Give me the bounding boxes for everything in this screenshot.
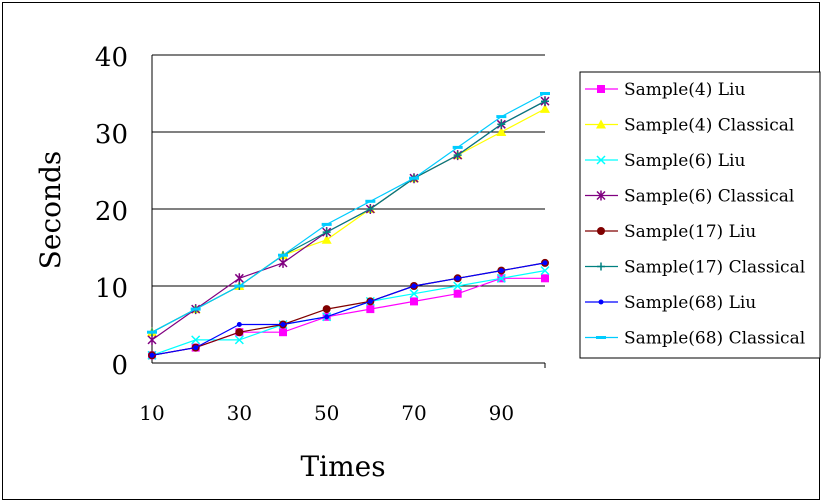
- x-tick-label: 90: [489, 401, 514, 425]
- data-point: [366, 305, 375, 314]
- series-line-6: [151, 262, 546, 356]
- data-point: [147, 334, 157, 345]
- x-tick-label: 30: [227, 401, 252, 425]
- legend-box: [579, 71, 821, 359]
- legend-marker: [597, 85, 605, 93]
- data-point: [234, 284, 245, 288]
- data-point: [453, 289, 462, 298]
- data-point: [234, 273, 244, 284]
- x-axis-title: Times: [300, 450, 385, 483]
- legend-marker: [597, 262, 605, 271]
- data-point: [411, 283, 417, 289]
- x-tick-label: 10: [139, 401, 164, 425]
- y-tick-label: 40: [95, 43, 128, 73]
- y-tick-label: 20: [95, 197, 128, 227]
- legend-label: Sample(6) Liu: [624, 151, 745, 171]
- data-point: [455, 275, 461, 281]
- legend-marker: [596, 336, 606, 339]
- series-line-5: [151, 100, 546, 333]
- legend-marker: [596, 119, 606, 129]
- data-point: [280, 322, 286, 327]
- data-point: [147, 330, 157, 334]
- data-point: [324, 314, 330, 320]
- data-point: [496, 127, 507, 136]
- legend-label: Sample(4) Classical: [624, 116, 794, 136]
- y-tick-label: 30: [95, 120, 128, 150]
- data-point: [367, 298, 373, 304]
- y-axis-title: Seconds: [34, 151, 67, 270]
- data-point: [322, 228, 331, 237]
- data-point: [235, 328, 244, 337]
- data-point: [234, 335, 244, 345]
- legend-label: Sample(68) Liu: [624, 293, 756, 313]
- data-point: [236, 322, 242, 327]
- data-point: [498, 268, 504, 274]
- legend-label: Sample(6) Classical: [624, 187, 794, 207]
- y-tick-label: 0: [111, 351, 128, 381]
- data-point: [540, 92, 550, 95]
- data-point: [496, 273, 506, 283]
- data-point: [321, 222, 332, 226]
- data-point: [190, 307, 201, 311]
- data-point: [193, 345, 199, 351]
- data-point: [410, 297, 418, 306]
- data-point: [149, 352, 155, 358]
- x-tick-label: 50: [314, 401, 339, 425]
- data-point: [453, 281, 463, 291]
- data-point: [278, 253, 288, 257]
- data-point: [409, 176, 419, 180]
- data-point: [497, 120, 506, 129]
- data-point: [191, 335, 201, 345]
- legend-marker: [596, 190, 606, 201]
- legend-label: Sample(4) Liu: [624, 80, 745, 100]
- legend-marker: [596, 155, 606, 165]
- data-point: [541, 274, 549, 283]
- data-point: [279, 328, 287, 337]
- series-line-0: [151, 277, 545, 356]
- legend-marker: [598, 299, 604, 305]
- data-point: [540, 266, 550, 276]
- data-point: [496, 115, 507, 119]
- data-point: [542, 260, 548, 266]
- data-point: [321, 234, 332, 244]
- data-point: [540, 103, 550, 113]
- data-point: [409, 289, 419, 299]
- data-point: [541, 97, 549, 106]
- data-point: [452, 145, 463, 149]
- legend-marker: [597, 227, 605, 235]
- data-point: [453, 151, 462, 160]
- data-point: [365, 199, 376, 203]
- legend-label: Sample(17) Classical: [624, 258, 805, 278]
- series-line-7: [151, 92, 546, 333]
- x-tick-label: 70: [401, 401, 426, 425]
- legend-label: Sample(17) Liu: [624, 222, 756, 242]
- data-point: [366, 205, 375, 213]
- y-tick-label: 10: [95, 274, 128, 304]
- data-point: [278, 257, 288, 268]
- data-point: [322, 305, 331, 314]
- legend-label: Sample(68) Classical: [624, 329, 805, 349]
